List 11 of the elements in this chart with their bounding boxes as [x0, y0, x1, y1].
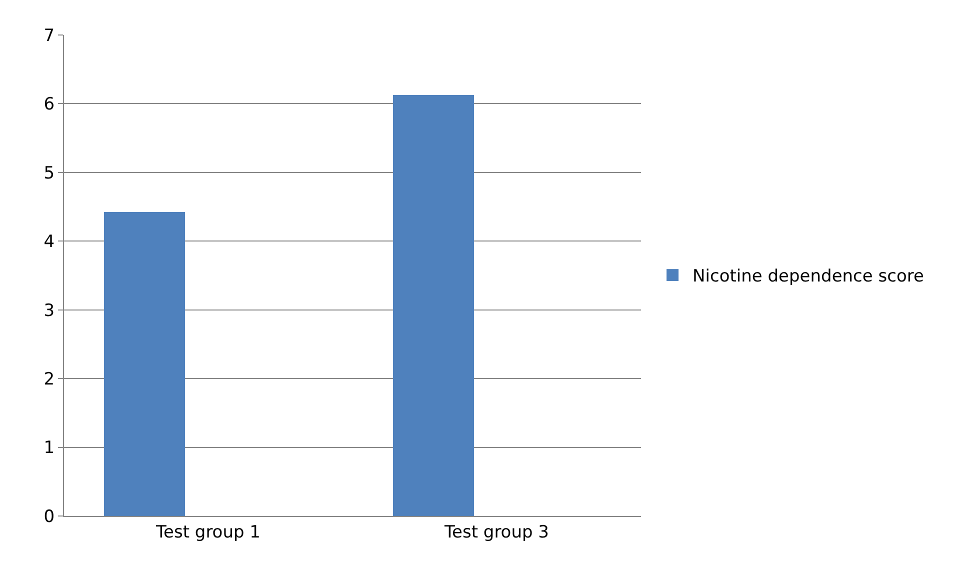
y-tick-label: 5	[44, 163, 55, 184]
legend-label: Nicotine dependence score	[692, 266, 924, 287]
y-tick-label: 6	[44, 94, 55, 115]
x-tick-label: Test group 1	[155, 522, 260, 542]
y-tick-label: 4	[44, 232, 55, 252]
y-tick-label: 7	[44, 26, 55, 46]
y-tick-label: 3	[44, 300, 55, 321]
x-tick-label: Test group 3	[444, 522, 549, 542]
y-tick-label: 0	[44, 506, 55, 527]
y-tick-label: 1	[44, 438, 55, 458]
y-tick-label: 2	[44, 370, 55, 390]
